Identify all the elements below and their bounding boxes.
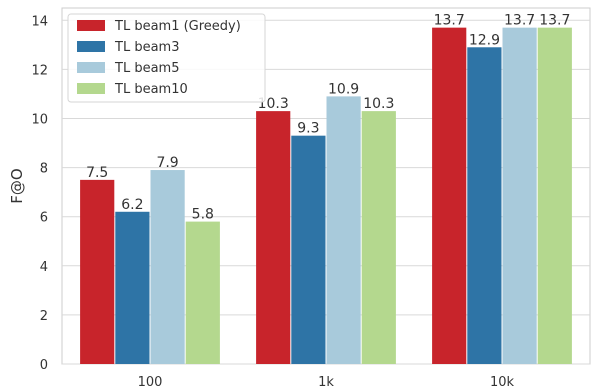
- y-tick-label: 8: [40, 162, 48, 177]
- y-tick-label: 12: [31, 63, 48, 78]
- y-tick-label: 4: [40, 260, 48, 275]
- legend-swatch: [77, 83, 105, 94]
- y-axis-label: F@O: [8, 168, 26, 203]
- bar-value-label: 5.8: [192, 207, 214, 223]
- y-tick-label: 0: [40, 358, 48, 373]
- x-axis-ticks: 100 1k 10k: [138, 375, 515, 390]
- bar: [185, 221, 220, 364]
- y-tick-label: 6: [40, 211, 48, 226]
- bar: [326, 96, 361, 365]
- legend-label: TL beam10: [114, 82, 188, 97]
- bar: [150, 170, 185, 364]
- legend: TL beam1 (Greedy) TL beam3 TL beam5 TL beam…: [67, 13, 266, 103]
- legend-swatch: [77, 20, 105, 31]
- bars: [80, 27, 572, 365]
- x-tick-label: 1k: [318, 375, 334, 390]
- bar: [467, 47, 502, 365]
- bar-value-label: 13.7: [539, 13, 570, 29]
- bar-value-label: 10.9: [328, 81, 359, 97]
- bar: [291, 135, 326, 364]
- y-tick-label: 2: [40, 309, 48, 324]
- x-tick-label: 100: [138, 375, 163, 390]
- legend-label: TL beam3: [114, 40, 179, 55]
- bar-value-label: 9.3: [297, 121, 319, 137]
- bar: [432, 27, 467, 364]
- bar-value-label: 13.7: [434, 13, 465, 29]
- bar: [502, 27, 537, 364]
- bar: [256, 111, 291, 364]
- grid-lines: [62, 19, 590, 365]
- y-tick-label: 10: [31, 112, 48, 127]
- y-tick-label: 14: [31, 14, 48, 29]
- bar: [361, 111, 396, 364]
- legend-box: [67, 13, 266, 103]
- bar-value-label: 7.9: [156, 155, 178, 171]
- bar: [80, 179, 115, 364]
- bar-value-label: 12.9: [469, 32, 500, 48]
- legend-swatch: [77, 62, 105, 73]
- legend-label: TL beam5: [114, 61, 179, 76]
- bar: [537, 27, 572, 364]
- y-axis-ticks: 0 2 4 6 8 10 12 14: [31, 14, 48, 373]
- legend-label: TL beam1 (Greedy): [114, 19, 241, 34]
- bar-value-label: 13.7: [504, 13, 535, 29]
- bar-value-label: 7.5: [86, 165, 108, 181]
- legend-swatch: [77, 41, 105, 52]
- bar-value-label: 10.3: [363, 96, 394, 112]
- x-tick-label: 10k: [490, 375, 515, 390]
- data-labels: 7.56.27.95.810.39.310.910.313.712.913.7 1…: [86, 13, 570, 223]
- bar: [115, 211, 150, 364]
- bar-value-label: 6.2: [121, 197, 143, 213]
- bar-value-label: 10.3: [258, 96, 289, 112]
